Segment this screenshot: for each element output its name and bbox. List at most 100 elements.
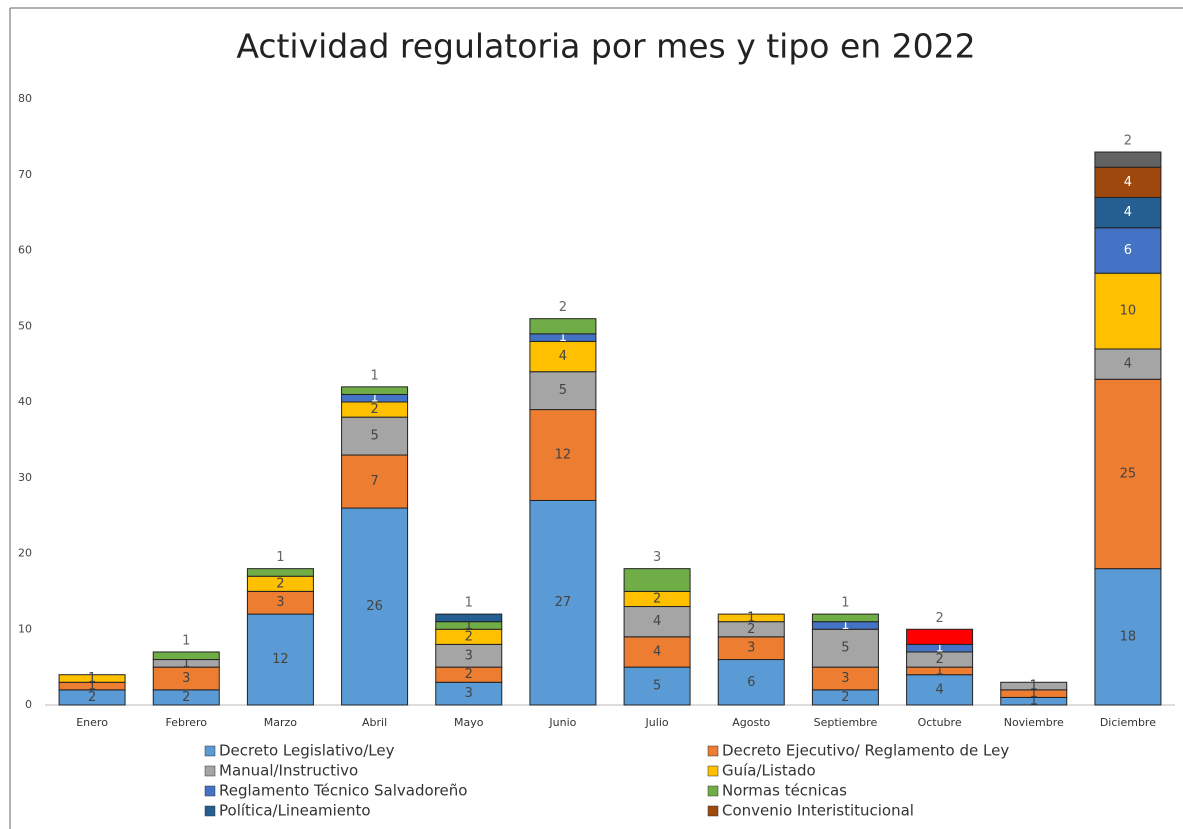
data-label: 5 <box>653 679 661 694</box>
x-tick-label: Julio <box>645 716 669 729</box>
y-tick-label: 30 <box>18 471 32 484</box>
data-label: 6 <box>1124 243 1132 258</box>
data-label: 1 <box>88 679 96 694</box>
data-label: 1 <box>276 550 284 565</box>
legend-label: Decreto Ejecutivo/ Reglamento de Ley <box>722 742 1009 760</box>
data-label: 6 <box>747 675 755 690</box>
legend-swatch <box>204 805 216 817</box>
data-label: 2 <box>559 300 567 315</box>
y-tick-label: 50 <box>18 319 32 332</box>
y-tick-label: 70 <box>18 168 32 181</box>
data-label: 2 <box>88 690 96 705</box>
data-label: 1 <box>841 618 849 633</box>
data-label: 4 <box>1124 357 1132 372</box>
data-label: 1 <box>370 368 378 383</box>
data-label: 4 <box>559 349 567 364</box>
data-label: 1 <box>747 610 755 625</box>
y-tick-label: 10 <box>18 622 32 635</box>
legend-swatch <box>707 785 719 797</box>
bar-segment <box>623 666 691 706</box>
data-label: 26 <box>366 599 383 614</box>
legend-label: Normas técnicas <box>722 782 847 800</box>
bar-segment <box>341 454 409 509</box>
x-tick-label: Mayo <box>454 716 484 729</box>
bar-segment <box>341 416 409 456</box>
data-label: 4 <box>1124 205 1132 220</box>
x-tick-label: Enero <box>76 716 108 729</box>
x-tick-label: Agosto <box>732 716 770 729</box>
data-label: 1 <box>465 618 473 633</box>
bar-segment <box>246 568 314 577</box>
x-tick-label: Diciembre <box>1100 716 1156 729</box>
legend-swatch <box>204 745 216 757</box>
data-label: 1 <box>935 663 943 678</box>
bar-segment <box>529 371 597 411</box>
data-label: 7 <box>370 474 378 489</box>
data-label: 2 <box>182 690 190 705</box>
data-label: 5 <box>559 383 567 398</box>
data-label: 1 <box>182 656 190 671</box>
x-tick-label: Abril <box>362 716 387 729</box>
legend-swatch <box>204 785 216 797</box>
bar-segment <box>1094 151 1162 168</box>
data-label: 5 <box>841 641 849 656</box>
data-label: 1 <box>935 641 943 656</box>
bar-segment <box>341 386 409 395</box>
data-label: 1 <box>182 633 190 648</box>
bar-segment <box>717 659 785 706</box>
bar-segment <box>341 507 409 706</box>
legend-swatch <box>204 765 216 777</box>
data-label: 1 <box>370 391 378 406</box>
bar-segment <box>1094 166 1162 198</box>
data-label: 3 <box>841 671 849 686</box>
data-label: 2 <box>1124 134 1132 149</box>
legend-swatch <box>707 765 719 777</box>
data-label: 18 <box>1120 629 1137 644</box>
bar-segment <box>623 606 691 638</box>
data-label: 3 <box>747 641 755 656</box>
data-label: 3 <box>465 686 473 701</box>
legend-label: Política/Lineamiento <box>219 802 371 820</box>
data-label: 2 <box>465 629 473 644</box>
bar-segment <box>435 613 503 623</box>
chart-title: Actividad regulatoria por mes y tipo en … <box>236 27 975 66</box>
data-label: 3 <box>276 595 284 610</box>
legend-label: Decreto Legislativo/Ley <box>219 742 395 760</box>
data-label: 4 <box>1124 175 1132 190</box>
bar-segment <box>58 674 126 683</box>
data-label: 2 <box>276 576 284 591</box>
data-label: 10 <box>1120 304 1137 319</box>
data-label: 2 <box>653 591 661 606</box>
bar-segment <box>529 499 597 706</box>
x-tick-label: Marzo <box>264 716 298 729</box>
bar-segment <box>1000 681 1068 691</box>
data-label: 2 <box>370 402 378 417</box>
y-tick-label: 60 <box>18 244 32 257</box>
bar-segment <box>529 318 597 335</box>
data-label: 3 <box>653 550 661 565</box>
data-label: 27 <box>555 595 572 610</box>
data-label: 1 <box>1030 694 1038 709</box>
bar-segment <box>811 613 879 623</box>
x-tick-label: Febrero <box>165 716 207 729</box>
bar-segment <box>906 628 974 645</box>
x-tick-label: Junio <box>548 716 576 729</box>
y-tick-label: 80 <box>18 92 32 105</box>
data-label: 2 <box>935 611 943 626</box>
data-label: 4 <box>653 614 661 629</box>
data-label: 4 <box>935 682 943 697</box>
bar-segment <box>1094 378 1162 570</box>
data-label: 25 <box>1120 466 1137 481</box>
y-tick-label: 40 <box>18 395 32 408</box>
bar-segment <box>623 636 691 668</box>
bar-segment <box>811 628 879 668</box>
bar-segment <box>623 568 691 592</box>
data-label: 2 <box>747 622 755 637</box>
data-label: 2 <box>465 667 473 682</box>
data-label: 2 <box>841 690 849 705</box>
x-tick-label: Noviembre <box>1004 716 1064 729</box>
legend-label: Manual/Instructivo <box>219 762 358 780</box>
bar-segment <box>1094 568 1162 706</box>
bar-segment <box>1094 272 1162 350</box>
x-tick-label: Octubre <box>918 716 962 729</box>
